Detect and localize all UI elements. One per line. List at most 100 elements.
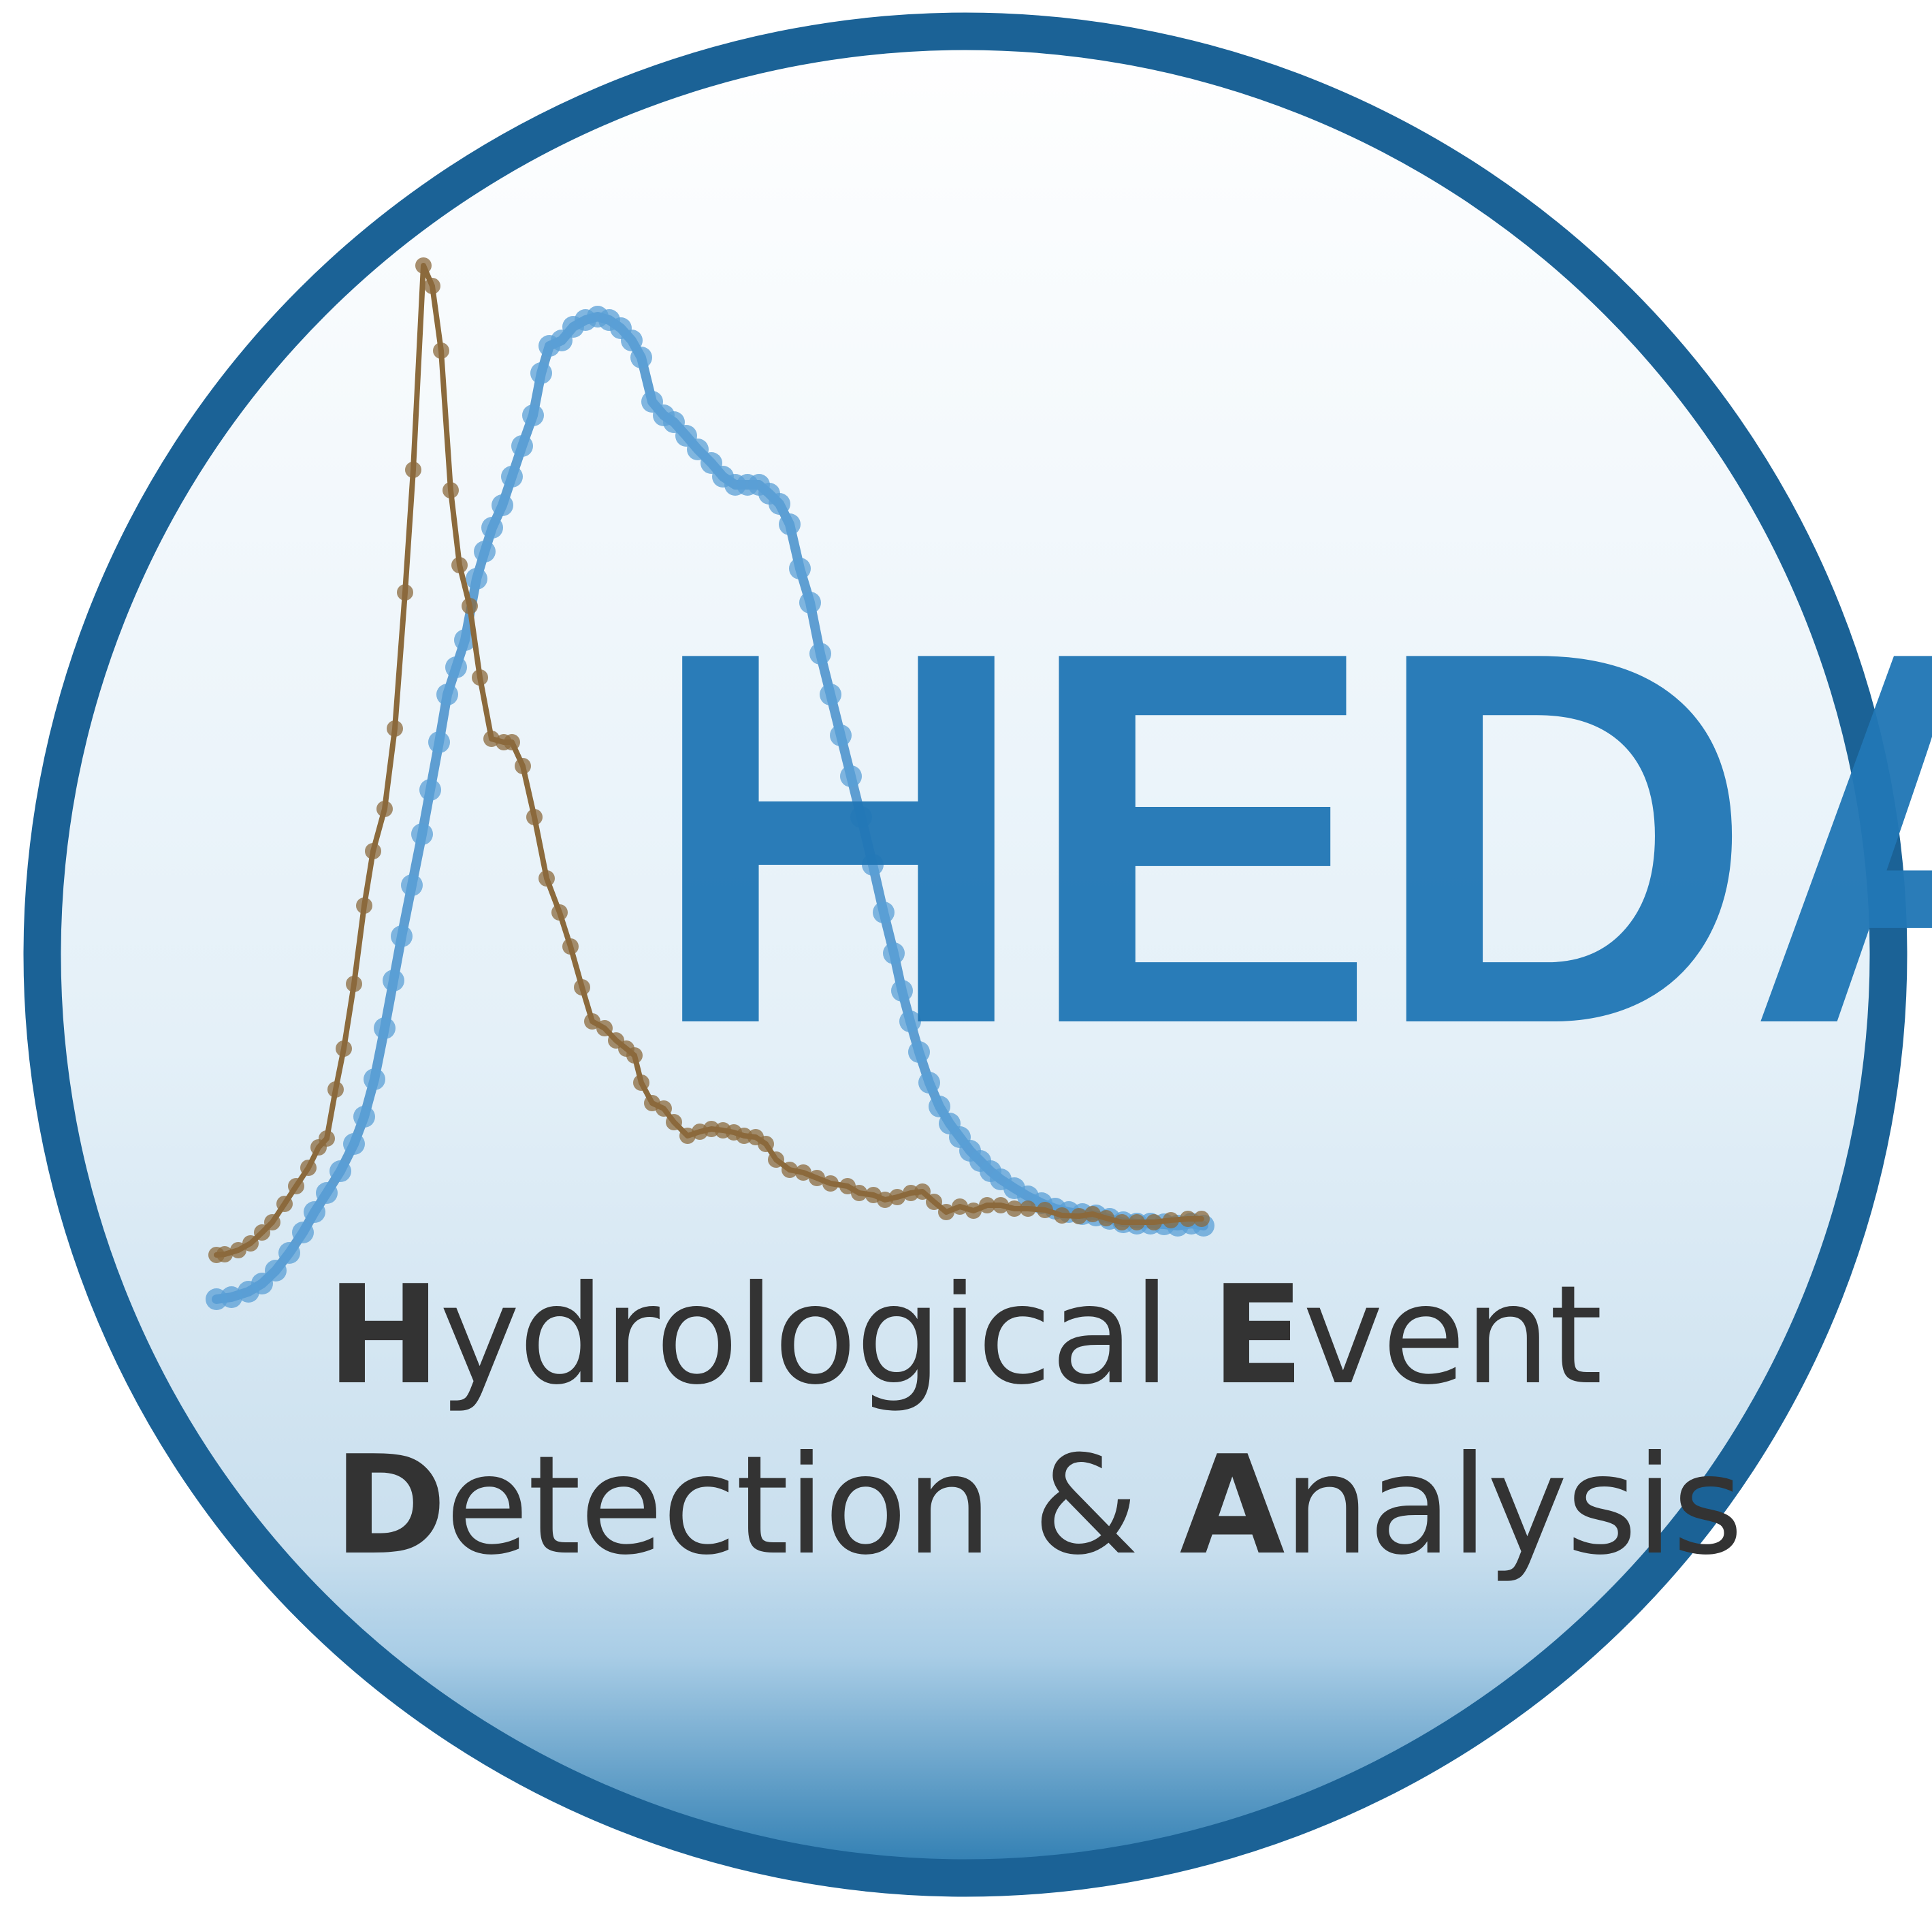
blue-hydrograph-point [929, 1096, 950, 1117]
brown-hydrograph-point [993, 1197, 1009, 1213]
blue-hydrograph-point [383, 970, 404, 991]
brown-hydrograph-point [666, 1114, 682, 1130]
brown-hydrograph-point [822, 1175, 839, 1192]
brown-hydrograph-point [758, 1136, 774, 1152]
blue-hydrograph-point [492, 494, 513, 516]
brown-hydrograph-point [442, 482, 459, 498]
subtitle-line-1: Hydrological Event [327, 1256, 1601, 1415]
blue-hydrograph-point [630, 347, 652, 368]
brown-hydrograph-point [596, 1020, 613, 1036]
brown-hydrograph-point [346, 976, 362, 992]
brown-hydrograph-point [254, 1224, 270, 1241]
brown-hydrograph-point [562, 938, 579, 955]
brown-hydrograph-point [365, 843, 381, 859]
brown-hydrograph-point [795, 1164, 811, 1181]
blue-hydrograph-point [419, 779, 441, 801]
brown-hydrograph-point [515, 758, 531, 774]
brown-hydrograph-point [336, 1040, 352, 1057]
blue-hydrograph-point [304, 1201, 325, 1223]
subtitle-initial-a: A [1180, 1427, 1285, 1585]
brown-hydrograph-point [1163, 1212, 1179, 1228]
blue-hydrograph-point [621, 330, 643, 351]
blue-hydrograph-point [251, 1273, 273, 1294]
blue-hydrograph-point [908, 1041, 930, 1063]
subtitle-text-ydrological: ydrological [439, 1256, 1211, 1415]
brown-hydrograph-point [397, 584, 413, 601]
brown-hydrograph-point [216, 1246, 233, 1262]
subtitle-initial-h: H [327, 1256, 439, 1415]
blue-hydrograph-point [899, 1010, 921, 1032]
brown-hydrograph-series [208, 257, 1210, 1263]
brown-hydrograph-point [327, 1081, 344, 1098]
brown-hydrograph-point [1193, 1211, 1210, 1227]
brown-hydrograph-point [768, 1151, 784, 1168]
brown-hydrograph-point [656, 1100, 672, 1117]
blue-hydrograph-point [329, 1160, 351, 1182]
blue-hydrograph-point [221, 1286, 242, 1308]
brown-hydrograph-point [538, 870, 555, 887]
brown-hydrograph-point [889, 1189, 905, 1205]
blue-hydrograph-point [530, 362, 552, 384]
blue-hydrograph-point [343, 1133, 365, 1155]
blue-hydrograph-point [891, 980, 913, 1002]
brown-hydrograph-point [526, 809, 543, 825]
brown-hydrograph-point [433, 343, 449, 359]
blue-hydrograph-point [779, 513, 801, 535]
blue-hydrograph-point [265, 1260, 287, 1282]
blue-hydrograph-point [474, 541, 496, 562]
brown-hydrograph-point [626, 1047, 643, 1064]
brown-hydrograph-point [462, 598, 478, 614]
brown-hydrograph-point [1020, 1200, 1036, 1217]
blue-hydrograph-point [466, 568, 487, 590]
brown-hydrograph-point [1098, 1210, 1114, 1226]
logo-ring [23, 12, 1907, 1897]
brown-hydrograph-point [914, 1183, 931, 1200]
blue-hydrograph-point [454, 629, 476, 651]
blue-hydrograph-point [374, 1017, 396, 1039]
brown-hydrograph-point [979, 1197, 995, 1213]
brown-hydrograph-point [938, 1204, 954, 1220]
brown-hydrograph-point [965, 1203, 982, 1219]
blue-hydrograph-point [481, 517, 503, 539]
blue-hydrograph-point [769, 493, 790, 515]
brown-hydrograph-point [952, 1198, 968, 1215]
brown-hydrograph-point [242, 1235, 259, 1252]
brown-hydrograph-points [208, 257, 1210, 1263]
blue-hydrograph-point [918, 1072, 940, 1094]
brown-hydrograph-point [276, 1196, 293, 1212]
brown-hydrograph-point [809, 1170, 825, 1186]
brown-hydrograph-point [1114, 1214, 1130, 1230]
brown-hydrograph-point [356, 897, 372, 914]
brown-hydrograph-point [633, 1075, 649, 1091]
brown-hydrograph-point [782, 1162, 798, 1178]
brown-hydrograph-point [584, 1013, 600, 1030]
blue-hydrograph-point [364, 1068, 385, 1090]
blue-hydrograph-point [522, 404, 544, 426]
brown-hydrograph-point [1129, 1214, 1145, 1230]
blue-hydrograph-point [799, 592, 821, 614]
blue-hydrograph-point [840, 765, 862, 787]
subtitle-text-nalysis: nalysis [1284, 1427, 1742, 1585]
brown-hydrograph-point [319, 1130, 335, 1147]
brown-hydrograph-point [574, 979, 590, 996]
blue-hydrograph-point [809, 643, 831, 665]
brown-hydrograph-point [1146, 1214, 1162, 1230]
brown-hydrograph-point [300, 1160, 317, 1176]
blue-hydrograph-point [411, 823, 433, 845]
brown-hydrograph-point [851, 1185, 867, 1201]
brown-hydrograph-point [1180, 1211, 1196, 1227]
blue-hydrograph-point [883, 942, 905, 964]
blue-hydrograph-point [687, 439, 709, 460]
brown-hydrograph-point [877, 1192, 893, 1208]
brown-hydrograph-point [264, 1214, 280, 1230]
blue-hydrograph-point [316, 1182, 338, 1204]
brown-hydrograph-point [288, 1178, 304, 1194]
blue-hydrograph-point [292, 1222, 314, 1243]
blue-hydrograph-point [501, 466, 523, 488]
brown-hydrograph-point [1037, 1202, 1053, 1218]
brown-hydrograph-point [376, 801, 393, 817]
brown-hydrograph-point [483, 731, 500, 747]
blue-hydrograph-point [873, 902, 895, 923]
logo-acronym: HEDA [647, 541, 1932, 1134]
brown-hydrograph-point [472, 669, 488, 686]
